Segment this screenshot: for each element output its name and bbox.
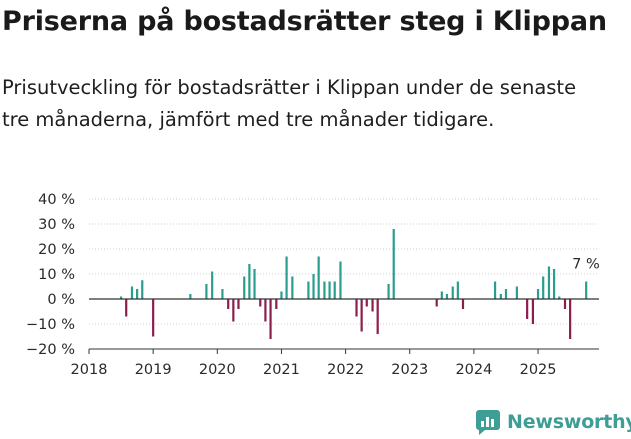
bar <box>547 266 551 299</box>
bar <box>243 276 246 299</box>
y-tick-label: 40 % <box>38 192 75 208</box>
bar <box>328 281 331 299</box>
bar <box>248 264 251 299</box>
bar <box>371 299 374 312</box>
bar <box>585 281 588 299</box>
bar <box>461 299 465 309</box>
bar <box>569 299 572 339</box>
bar <box>312 274 315 299</box>
brand-name: Newsworthy <box>507 411 631 433</box>
bar <box>531 299 535 324</box>
bar <box>558 296 561 299</box>
bar <box>376 299 379 334</box>
bar <box>152 299 155 337</box>
bar <box>264 299 267 322</box>
bar <box>563 299 567 309</box>
bar <box>451 286 454 299</box>
bar <box>499 294 502 299</box>
bar <box>317 256 320 299</box>
y-tick-label: −10 % <box>26 317 75 333</box>
bar <box>136 289 139 299</box>
x-tick-label: 2025 <box>520 362 557 378</box>
bar <box>536 289 540 299</box>
bar <box>323 281 326 299</box>
brand-logo: Newsworthy <box>475 407 631 437</box>
x-tick-label: 2023 <box>391 362 428 378</box>
bar <box>339 261 342 299</box>
x-tick-label: 2022 <box>327 362 364 378</box>
bar <box>493 281 497 299</box>
chart-subtitle: Prisutveckling för bostadsrätter i Klipp… <box>2 76 577 131</box>
chart-title: Priserna på bostadsrätter steg i Klippan <box>2 6 607 37</box>
bar <box>515 286 518 299</box>
bar <box>141 280 144 299</box>
x-tick-label: 2024 <box>455 362 492 378</box>
bar <box>387 284 390 299</box>
gridlines <box>89 198 599 350</box>
bar <box>275 299 278 309</box>
bar <box>542 276 545 299</box>
bar <box>119 296 123 299</box>
x-tick-label: 2020 <box>199 362 236 378</box>
bars <box>119 229 588 339</box>
y-tick-label: 30 % <box>38 217 75 233</box>
bar <box>291 276 294 299</box>
last-value-annotation: 7 % <box>572 257 600 273</box>
bar <box>189 294 192 299</box>
bar <box>221 289 224 299</box>
y-tick-label: −20 % <box>26 342 75 358</box>
bar <box>227 299 230 309</box>
bar <box>125 299 128 317</box>
bar <box>253 269 256 299</box>
bar <box>259 299 262 307</box>
bar <box>280 291 283 299</box>
x-tick-label: 2021 <box>263 362 300 378</box>
bar <box>355 299 358 317</box>
bar <box>232 299 235 322</box>
bar <box>365 299 368 307</box>
bar <box>552 269 556 299</box>
y-tick-label: 10 % <box>38 267 75 283</box>
y-axis-labels: 40 % 30 % 20 % 10 % 0 % −10 % −20 % <box>26 192 75 358</box>
y-tick-label: 20 % <box>38 242 75 258</box>
bar <box>211 271 214 299</box>
bar <box>504 289 508 299</box>
bar <box>205 284 208 299</box>
x-axis-labels: 2018 2019 2020 2021 2022 2023 2024 2025 <box>71 362 557 378</box>
bar <box>526 299 529 319</box>
bar <box>440 291 443 299</box>
x-tick-label: 2019 <box>135 362 172 378</box>
x-axis <box>88 298 599 354</box>
x-tick-label: 2018 <box>71 362 108 378</box>
bar <box>360 299 363 332</box>
newsworthy-logo-icon <box>476 410 500 435</box>
bar <box>237 299 240 309</box>
bar <box>456 281 459 299</box>
bar <box>392 229 395 299</box>
bar <box>307 281 310 299</box>
bar <box>445 294 449 299</box>
bar <box>285 256 288 299</box>
y-tick-label: 0 % <box>47 292 75 308</box>
bar <box>435 299 438 307</box>
bar <box>130 286 134 299</box>
bar <box>269 299 272 339</box>
bar <box>333 281 336 299</box>
